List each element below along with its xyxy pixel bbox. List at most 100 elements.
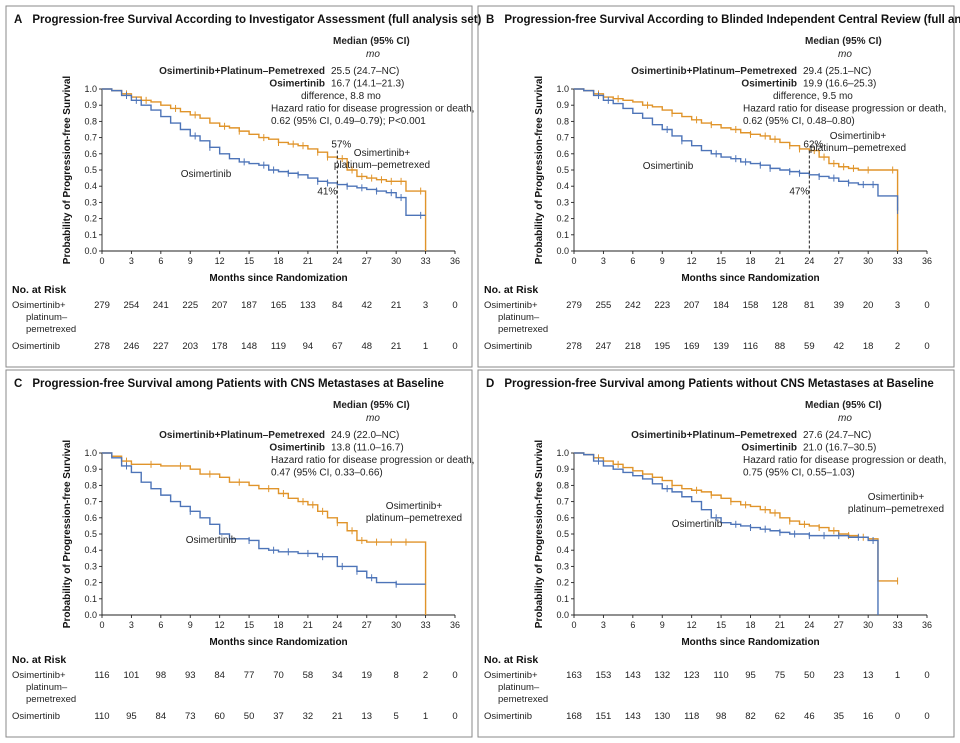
risk-value: 50 xyxy=(244,711,255,722)
y-tick-label: 1.0 xyxy=(556,448,569,458)
risk-value: 0 xyxy=(452,300,457,311)
x-tick-label: 30 xyxy=(391,620,401,630)
stats-value: 21.0 (16.7–30.5) xyxy=(803,443,876,454)
median-header: Median (95% CI) xyxy=(805,36,882,47)
median-units: mo xyxy=(366,413,380,424)
risk-value: 279 xyxy=(94,300,110,311)
panel-B: B Progression-free Survival According to … xyxy=(477,5,960,368)
risk-value: 98 xyxy=(716,711,727,722)
risk-value: 0 xyxy=(452,341,457,352)
risk-value: 0 xyxy=(924,341,929,352)
risk-value: 42 xyxy=(833,341,844,352)
y-axis-label: Probability of Progression-free Survival xyxy=(62,76,73,265)
stats-value: 27.6 (24.7–NC) xyxy=(803,430,871,441)
risk-value: 50 xyxy=(804,670,815,681)
stats-note: difference, 8.8 mo xyxy=(301,91,381,102)
y-tick-label: 0.9 xyxy=(84,100,97,110)
stats-note: 0.62 (95% CI, 0.49–0.79); P<0.001 xyxy=(271,116,426,127)
x-axis-label: Months since Randomization xyxy=(209,637,347,648)
stats-note: Hazard ratio for disease progression or … xyxy=(743,455,946,466)
stats-value: 29.4 (25.1–NC) xyxy=(803,66,871,77)
risk-value: 163 xyxy=(566,670,582,681)
y-tick-label: 0.7 xyxy=(84,133,97,143)
x-tick-label: 24 xyxy=(332,256,342,266)
x-tick-label: 36 xyxy=(450,256,460,266)
stats-name: Osimertinib+Platinum–Pemetrexed xyxy=(631,430,797,441)
risk-value: 110 xyxy=(714,670,729,681)
risk-value: 151 xyxy=(595,711,611,722)
risk-row-label: platinum– xyxy=(26,312,68,323)
label-mono: Osimertinib xyxy=(672,519,723,530)
median-units: mo xyxy=(838,413,852,424)
risk-value: 187 xyxy=(241,300,257,311)
label-mono: Osimertinib xyxy=(181,169,232,180)
annotation-combo: 57% xyxy=(331,140,351,151)
risk-value: 133 xyxy=(300,300,316,311)
risk-value: 39 xyxy=(833,300,844,311)
x-tick-label: 12 xyxy=(687,620,697,630)
label-combo: Osimertinib+ xyxy=(868,492,925,503)
y-tick-label: 0.9 xyxy=(556,100,569,110)
x-axis-label: Months since Randomization xyxy=(681,637,819,648)
x-tick-label: 18 xyxy=(273,620,283,630)
label-combo: Osimertinib+ xyxy=(830,131,887,142)
y-tick-label: 0.6 xyxy=(84,149,97,159)
y-tick-label: 0.1 xyxy=(84,230,97,240)
y-tick-label: 0.1 xyxy=(84,594,97,604)
risk-value: 227 xyxy=(153,341,169,352)
panel-letter: A xyxy=(14,14,22,26)
risk-value: 169 xyxy=(684,341,700,352)
panel-D: D Progression-free Survival among Patient… xyxy=(477,369,955,738)
panel-letter: D xyxy=(486,378,494,390)
x-tick-label: 3 xyxy=(601,256,606,266)
median-header: Median (95% CI) xyxy=(333,400,410,411)
x-tick-label: 24 xyxy=(332,620,342,630)
x-tick-label: 18 xyxy=(745,256,755,266)
risk-row-label: Osimertinib+ xyxy=(484,670,538,681)
stats-note: Hazard ratio for disease progression or … xyxy=(743,104,946,115)
x-tick-label: 15 xyxy=(244,256,254,266)
risk-value: 42 xyxy=(361,300,372,311)
x-tick-label: 33 xyxy=(421,620,431,630)
risk-value: 279 xyxy=(566,300,582,311)
risk-value: 13 xyxy=(863,670,874,681)
risk-value: 246 xyxy=(123,341,139,352)
stats-note: 0.47 (95% CI, 0.33–0.66) xyxy=(271,468,383,479)
label-combo: Osimertinib+ xyxy=(354,148,411,159)
panel-title-text: Progression-free Survival among Patients… xyxy=(32,378,444,390)
x-tick-label: 9 xyxy=(660,256,665,266)
x-tick-label: 24 xyxy=(804,256,814,266)
x-tick-label: 0 xyxy=(571,256,576,266)
panel-letter: B xyxy=(486,14,494,26)
risk-value: 203 xyxy=(182,341,198,352)
stats-note: 0.62 (95% CI, 0.48–0.80) xyxy=(743,116,855,127)
stats-name: Osimertinib+Platinum–Pemetrexed xyxy=(631,66,797,77)
risk-value: 225 xyxy=(182,300,198,311)
panel-title: C Progression-free Survival among Patient… xyxy=(14,378,444,390)
risk-value: 218 xyxy=(625,341,641,352)
risk-row-label: Osimertinib xyxy=(484,341,532,352)
y-tick-label: 0.8 xyxy=(84,480,97,490)
y-tick-label: 0.8 xyxy=(84,116,97,126)
x-tick-label: 0 xyxy=(99,256,104,266)
median-header: Median (95% CI) xyxy=(333,36,410,47)
label-combo: platinum–pemetrexed xyxy=(334,160,430,171)
risk-value: 195 xyxy=(654,341,670,352)
risk-value: 62 xyxy=(775,711,786,722)
x-tick-label: 12 xyxy=(215,620,225,630)
risk-value: 184 xyxy=(713,300,729,311)
risk-value: 2 xyxy=(895,341,900,352)
x-tick-label: 33 xyxy=(893,256,903,266)
panel-letter: C xyxy=(14,378,22,390)
risk-row-label: platinum– xyxy=(498,682,540,693)
x-tick-label: 3 xyxy=(129,620,134,630)
x-tick-label: 9 xyxy=(660,620,665,630)
x-tick-label: 6 xyxy=(158,256,163,266)
risk-value: 2 xyxy=(423,670,428,681)
x-tick-label: 6 xyxy=(158,620,163,630)
y-tick-label: 0.9 xyxy=(556,464,569,474)
x-tick-label: 12 xyxy=(687,256,697,266)
risk-value: 139 xyxy=(713,341,729,352)
risk-value: 119 xyxy=(271,341,286,352)
stats-note: Hazard ratio for disease progression or … xyxy=(271,455,474,466)
